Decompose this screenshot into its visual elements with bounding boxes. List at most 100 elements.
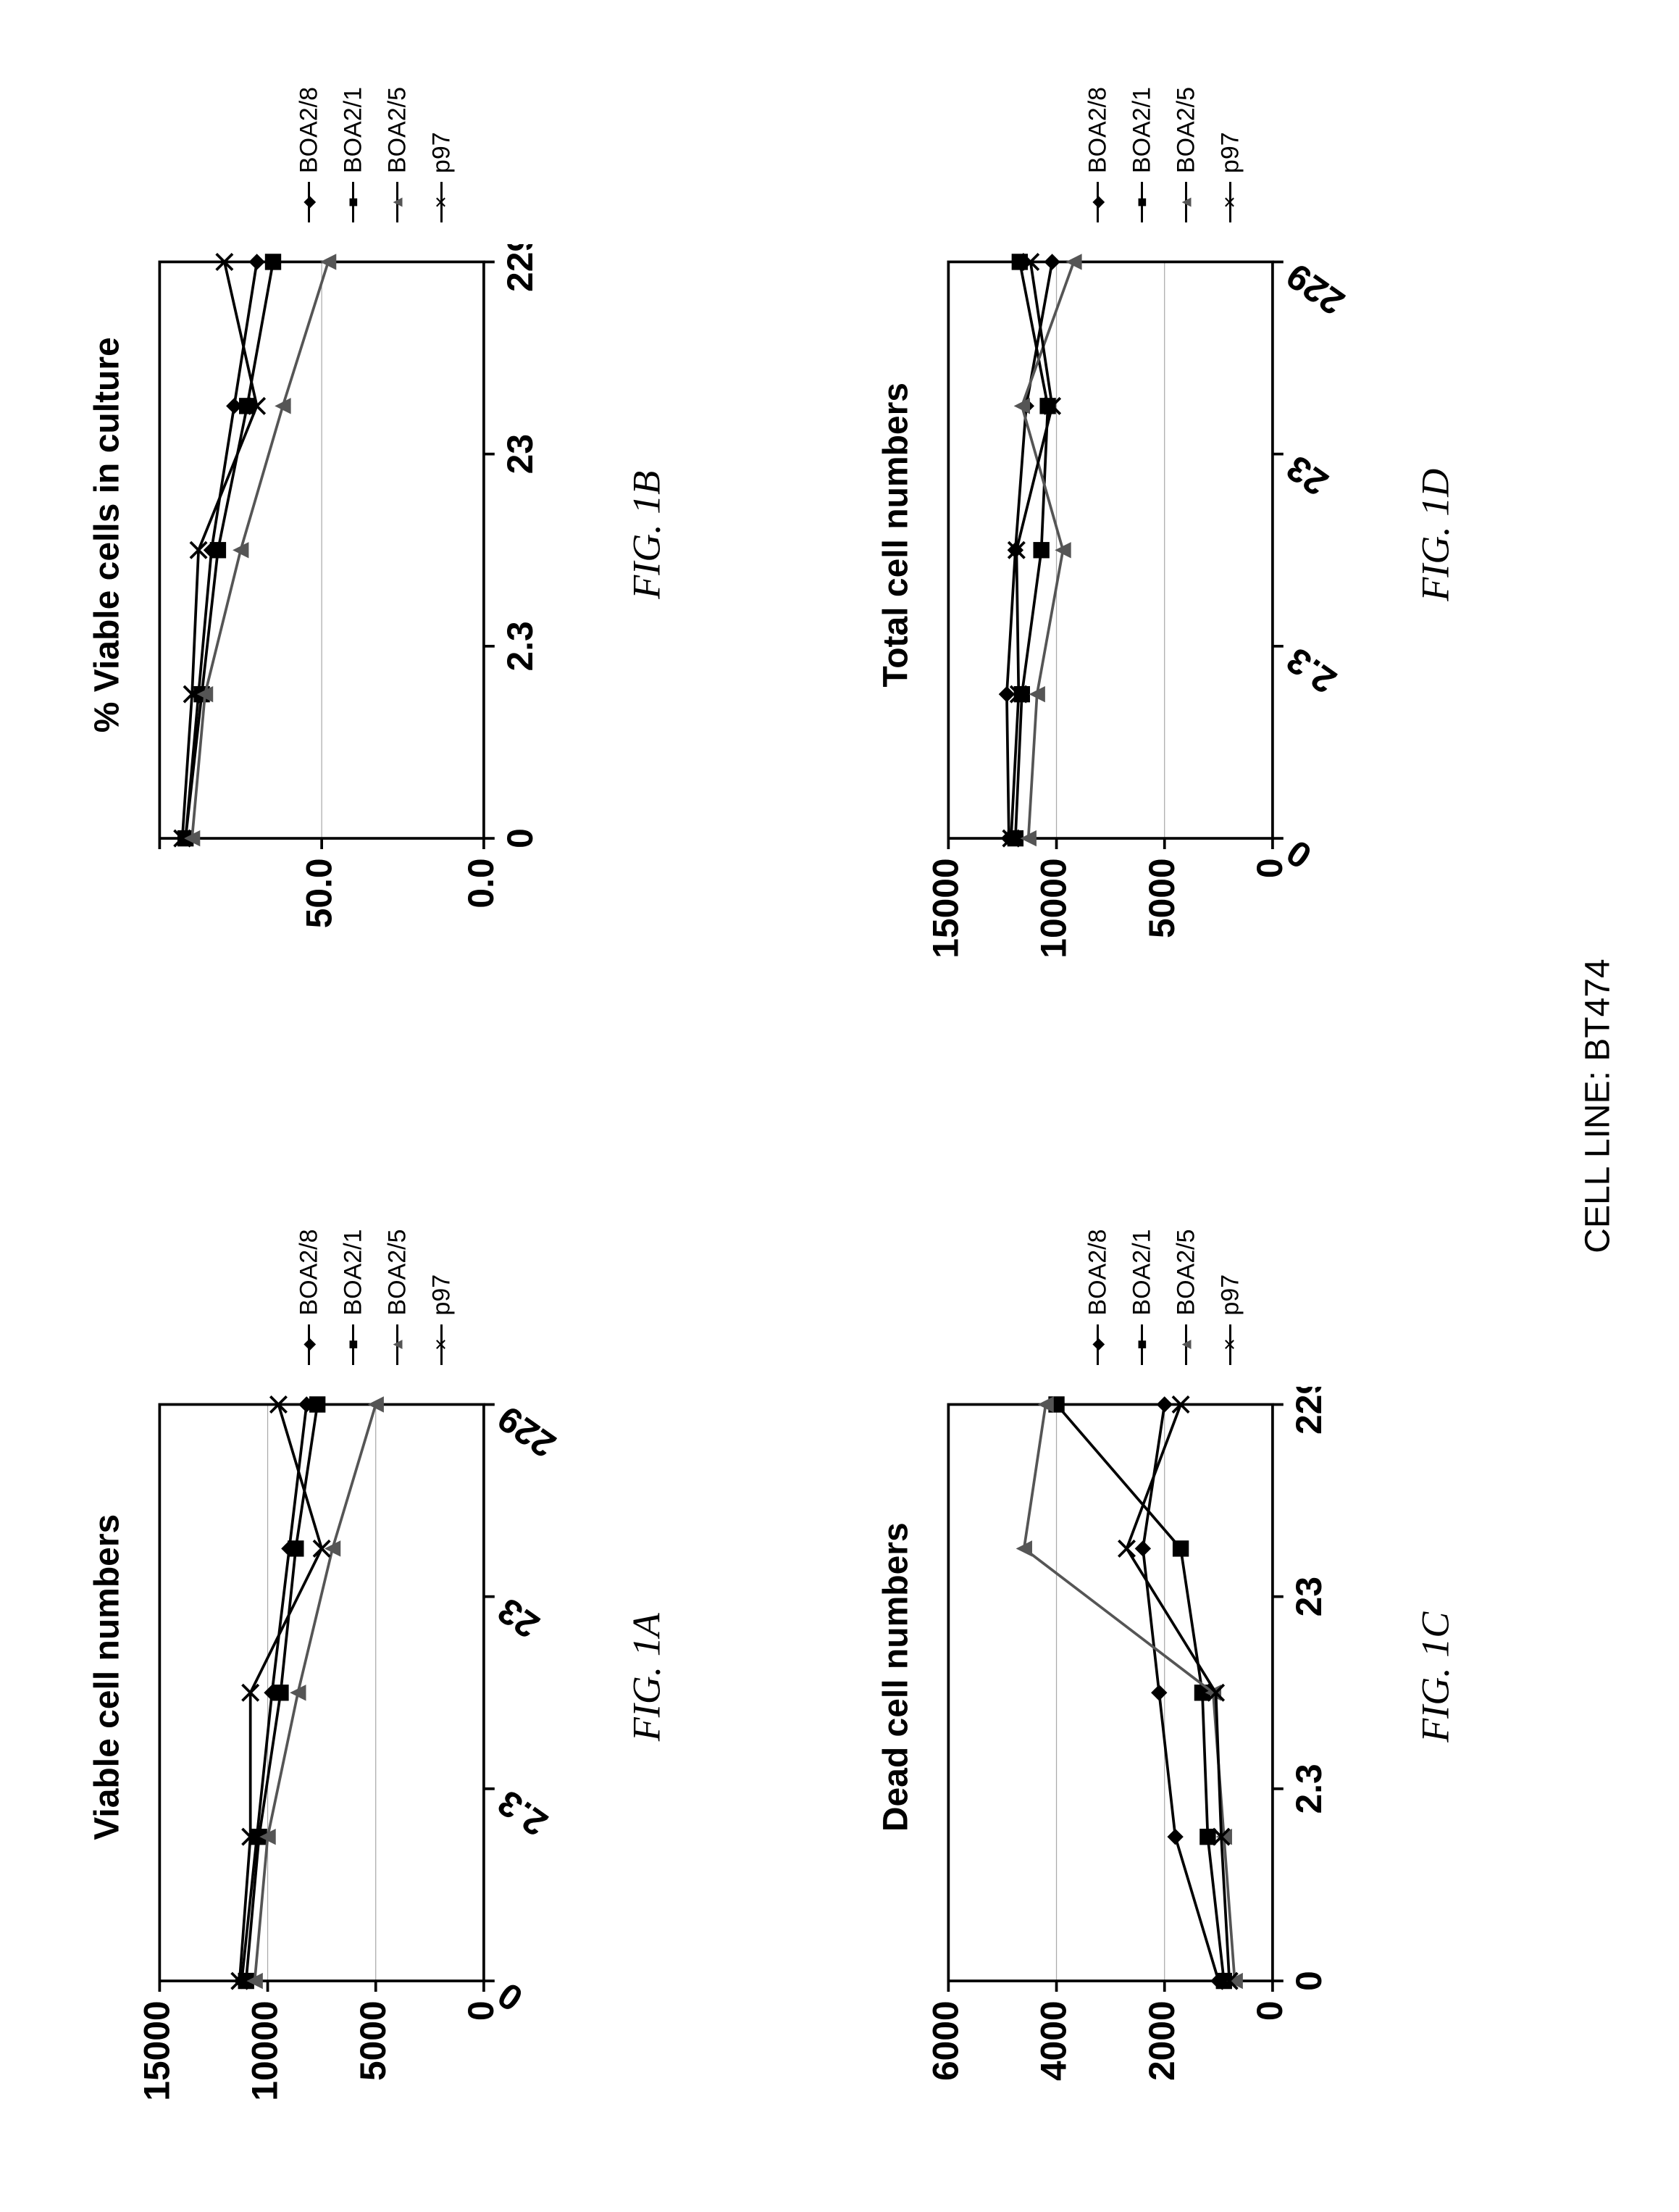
legend-label: BOA2/1 [1128,1230,1156,1316]
legend: ◆ BOA2/8 ■ BOA2/1 ▲ BOA2/5 ✕ p97 [141,87,609,244]
legend-item: ▲ BOA2/5 [1172,1230,1200,1365]
chart-svg: 05000100001500002.323229 [930,244,1398,982]
legend-marker-x-icon: ✕ [435,182,449,222]
chart-title: Total cell numbers [876,87,916,983]
legend-item: ▲BOA2/5 [383,1230,411,1365]
legend-label: BOA2/5 [1172,1230,1200,1316]
chart-title: Viable cell numbers [87,1230,127,2126]
svg-text:2.3: 2.3 [1278,640,1343,702]
legend-label: BOA2/8 [1084,1230,1112,1316]
chart-row: 0 2000 4000 6000 0 2.3 23 229 ◆BOA2/8 ■ BOA2/1 ▲ BO… [930,1230,1398,2126]
panel-fig1a: Viable cell numbers 05000100001500002.32… [87,1230,745,2126]
figure-caption: FIG. 1D [1412,87,1457,983]
svg-text:15000: 15000 [141,2000,177,2100]
legend-item: ✕ p97 [1216,1230,1244,1365]
cell-line-note: CELL LINE: BT474 [1534,87,1617,2125]
figure-caption: FIG. 1A [624,1230,669,2126]
legend-item: ✕p97 [427,1230,456,1365]
legend-item: ◆BOA2/8 [1084,1230,1112,1365]
legend-label: BOA2/8 [295,87,323,173]
plot-area: 05000100001500002.323229 [141,1387,609,2125]
legend-item: ✕ p97 [427,87,456,222]
page-rotated-container: Viable cell numbers 05000100001500002.32… [0,267,1679,1946]
plot-area: 0 2000 4000 6000 0 2.3 23 229 [930,1387,1398,2125]
svg-text:2.3: 2.3 [500,622,540,672]
chart-svg: 0.050.002.323229 [141,244,609,982]
svg-text:0.0: 0.0 [461,859,501,909]
legend-item: ✕ p97 [1216,87,1244,222]
legend-marker-diamond-icon: ◆ [302,1324,317,1365]
panel-fig1d: Total cell numbers 05000100001500002.323… [876,87,1534,983]
svg-text:0: 0 [490,1974,529,2019]
legend-label: BOA2/5 [383,87,411,173]
legend: ◆BOA2/8 ■ BOA2/1 ▲ BOA2/5 ✕ p97 [930,1230,1398,1387]
chart-row: 05000100001500002.323229 ◆BOA2/8■BOA2/1▲… [930,87,1398,983]
svg-text:10000: 10000 [244,2000,285,2100]
svg-text:15000: 15000 [930,859,966,959]
chart-svg: 0 2000 4000 6000 0 2.3 23 229 [930,1387,1398,2125]
legend-label: BOA2/1 [339,87,367,173]
legend-marker-square-icon: ■ [1135,182,1150,222]
legend-marker-triangle-icon: ▲ [1179,182,1194,222]
chart-row: 05000100001500002.323229 ◆BOA2/8■BOA2/1▲… [141,1230,609,2126]
svg-text:229: 229 [490,1398,562,1465]
figure-caption: FIG. 1C [1412,1230,1457,2126]
legend-marker-diamond-icon: ◆ [302,182,317,222]
plot-area: 0.050.002.323229 [141,244,609,982]
legend-label: p97 [1216,132,1244,173]
panel-fig1b: % Viable cells in culture 0.050.002.3232… [87,87,745,983]
legend: ◆ BOA2/8 ■ BOA2/1 ▲BOA2/5 ✕p97 [141,1230,609,1387]
legend-item: ■ BOA2/1 [1128,87,1156,222]
chart-title: % Viable cells in culture [87,87,127,983]
svg-text:4000: 4000 [1033,2000,1073,2081]
legend-marker-triangle-icon: ▲ [390,1324,405,1365]
legend-marker-x-icon: ✕ [1223,182,1238,222]
plot-area: 05000100001500002.323229 [930,244,1398,982]
legend-item: ◆ BOA2/8 [295,87,323,222]
svg-text:0: 0 [1278,832,1318,877]
chart-grid: Viable cell numbers 0 5000 10000 15000 0 2.3 2… [87,87,1534,2125]
page-inner: Viable cell numbers 0 5000 10000 15000 0 2.3 2… [0,0,1679,2212]
svg-text:2.3: 2.3 [490,1782,554,1845]
legend-marker-triangle-icon: ▲ [1179,1324,1194,1365]
legend: ◆ BOA2/8 ■ BOA2/1 ▲ BOA2/5 ✕ p97 [930,87,1398,244]
legend-label: BOA2/1 [1128,87,1156,173]
svg-text:2.3: 2.3 [1289,1764,1329,1814]
svg-text:229: 229 [1289,1387,1329,1435]
figure-caption: FIG. 1B [624,87,669,983]
svg-text:50.0: 50.0 [298,859,339,929]
legend-item: ▲ BOA2/5 [1172,87,1200,222]
svg-text:229: 229 [1278,256,1351,323]
legend-label: BOA2/5 [1172,87,1200,173]
chart-title: Dead cell numbers [876,1230,916,2126]
svg-text:229: 229 [500,244,540,292]
svg-text:0: 0 [1289,1971,1329,1991]
svg-text:0: 0 [1249,2000,1290,2021]
chart-svg: 05000100001500002.323229 [141,1387,609,2125]
legend-label: BOA2/1 [339,1230,367,1316]
svg-text:5000: 5000 [352,2000,393,2081]
legend-marker-square-icon: ■ [1135,1324,1150,1365]
svg-text:5000: 5000 [1141,859,1181,939]
legend-marker-square-icon: ■ [346,182,361,222]
legend-item: ■ BOA2/1 [339,87,367,222]
legend-marker-x-icon: ✕ [435,1324,449,1365]
legend-label: p97 [1216,1274,1244,1316]
svg-text:10000: 10000 [1033,859,1073,959]
svg-text:0: 0 [500,829,540,849]
svg-text:23: 23 [490,1590,545,1647]
legend-marker-square-icon: ■ [346,1324,361,1365]
svg-text:2000: 2000 [1141,2000,1181,2081]
legend-marker-diamond-icon: ◆ [1091,182,1105,222]
legend-item: ■ BOA2/1 [1128,1230,1156,1365]
svg-text:23: 23 [1289,1577,1329,1616]
legend-label: p97 [427,132,456,173]
legend-item: ◆ BOA2/8 [295,1230,323,1365]
svg-text:6000: 6000 [930,2000,966,2081]
chart-row: 0.050.002.323229 ◆BOA2/8■BOA2/1▲BOA2/5✕p… [141,87,609,983]
legend-label: BOA2/8 [1084,87,1112,173]
legend-marker-x-icon: ✕ [1223,1324,1238,1365]
legend-item: ▲ BOA2/5 [383,87,411,222]
legend-marker-triangle-icon: ▲ [390,182,405,222]
legend-label: BOA2/8 [295,1230,323,1316]
